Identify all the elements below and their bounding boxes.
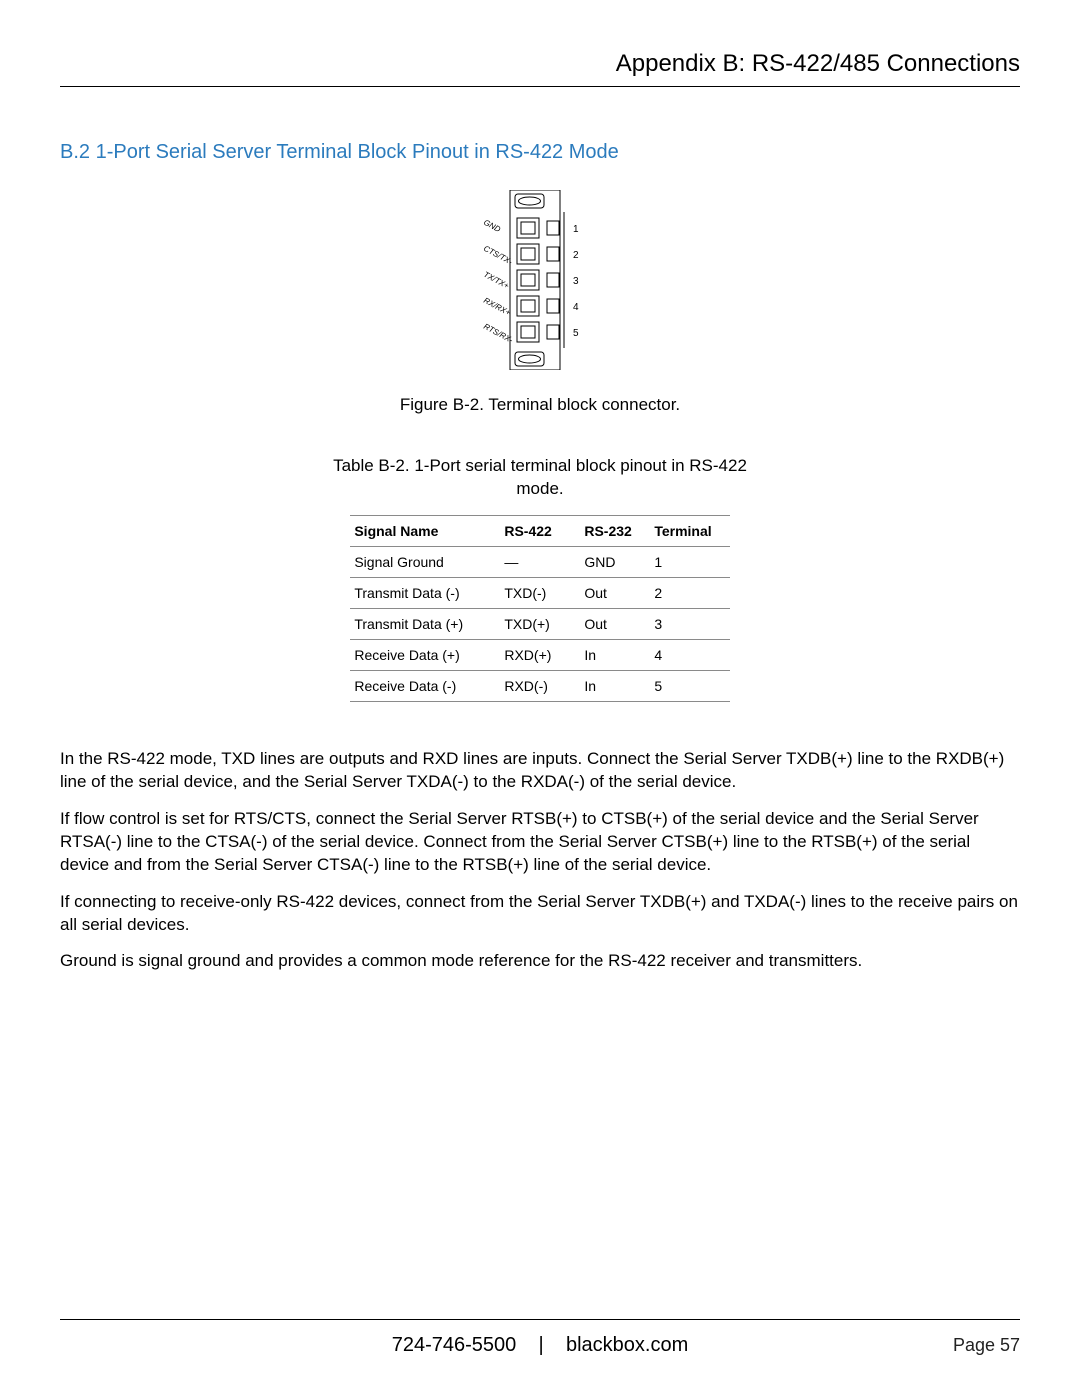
footer-page-number: Page 57 — [900, 1335, 1020, 1356]
table-cell: — — [500, 546, 580, 577]
figure-caption: Figure B-2. Terminal block connector. — [60, 395, 1020, 415]
table-row: Receive Data (-)RXD(-)In5 — [350, 670, 729, 701]
footer-separator: | — [539, 1334, 544, 1356]
table-cell: Receive Data (+) — [350, 639, 500, 670]
table-cell: 1 — [650, 546, 729, 577]
terminal-number: 2 — [573, 250, 579, 261]
footer-phone: 724-746-5500 — [392, 1334, 517, 1356]
table-cell: 4 — [650, 639, 729, 670]
terminal-label: GND — [482, 218, 502, 234]
table-row: Signal Ground—GND1 — [350, 546, 729, 577]
terminal-label: TX/TX+ — [482, 270, 511, 291]
table-row: Receive Data (+)RXD(+)In4 — [350, 639, 729, 670]
terminal-number: 5 — [573, 328, 579, 339]
section-heading: B.2 1-Port Serial Server Terminal Block … — [60, 141, 1020, 164]
table-cell: Transmit Data (+) — [350, 608, 500, 639]
table-cell: 5 — [650, 670, 729, 701]
table-cell: TXD(-) — [500, 577, 580, 608]
pinout-table: Signal Name RS-422 RS-232 Terminal Signa… — [350, 515, 729, 702]
table-cell: Transmit Data (-) — [350, 577, 500, 608]
table-cell: 3 — [650, 608, 729, 639]
page: Appendix B: RS-422/485 Connections B.2 1… — [0, 0, 1080, 1397]
col-terminal: Terminal — [650, 515, 729, 546]
table-cell: RXD(+) — [500, 639, 580, 670]
page-header-title: Appendix B: RS-422/485 Connections — [60, 50, 1020, 87]
terminal-label: RX/RX+ — [482, 296, 512, 318]
spacer — [60, 987, 1020, 1319]
col-rs422: RS-422 — [500, 515, 580, 546]
table-header-row: Signal Name RS-422 RS-232 Terminal — [350, 515, 729, 546]
body-paragraph: In the RS-422 mode, TXD lines are output… — [60, 748, 1020, 794]
table-cell: Out — [580, 577, 650, 608]
table-row: Transmit Data (-)TXD(-)Out2 — [350, 577, 729, 608]
terminal-number: 4 — [573, 302, 579, 313]
table-cell: RXD(-) — [500, 670, 580, 701]
footer-center: 724-746-5500 | blackbox.com — [180, 1334, 900, 1357]
terminal-block-svg: GNDCTS/TX-TX/TX+RX/RX+RTS/RX- 12345 — [455, 190, 625, 370]
body-paragraph: Ground is signal ground and provides a c… — [60, 950, 1020, 973]
terminal-number: 3 — [573, 276, 579, 287]
terminal-number: 1 — [573, 224, 579, 235]
footer-site: blackbox.com — [566, 1334, 688, 1356]
body-text: In the RS-422 mode, TXD lines are output… — [60, 748, 1020, 988]
table-cell: TXD(+) — [500, 608, 580, 639]
table-cell: In — [580, 639, 650, 670]
table-cell: In — [580, 670, 650, 701]
table-cell: Signal Ground — [350, 546, 500, 577]
table-row: Transmit Data (+)TXD(+)Out3 — [350, 608, 729, 639]
terminal-label: CTS/TX- — [482, 244, 514, 267]
table-cell: 2 — [650, 577, 729, 608]
page-footer: 724-746-5500 | blackbox.com Page 57 — [60, 1319, 1020, 1357]
table-cell: Receive Data (-) — [350, 670, 500, 701]
col-signal-name: Signal Name — [350, 515, 500, 546]
table-caption: Table B-2. 1-Port serial terminal block … — [330, 455, 750, 501]
col-rs232: RS-232 — [580, 515, 650, 546]
table-cell: GND — [580, 546, 650, 577]
body-paragraph: If flow control is set for RTS/CTS, conn… — [60, 808, 1020, 877]
terminal-block-figure: GNDCTS/TX-TX/TX+RX/RX+RTS/RX- 12345 — [60, 190, 1020, 375]
table-cell: Out — [580, 608, 650, 639]
body-paragraph: If connecting to receive-only RS-422 dev… — [60, 891, 1020, 937]
